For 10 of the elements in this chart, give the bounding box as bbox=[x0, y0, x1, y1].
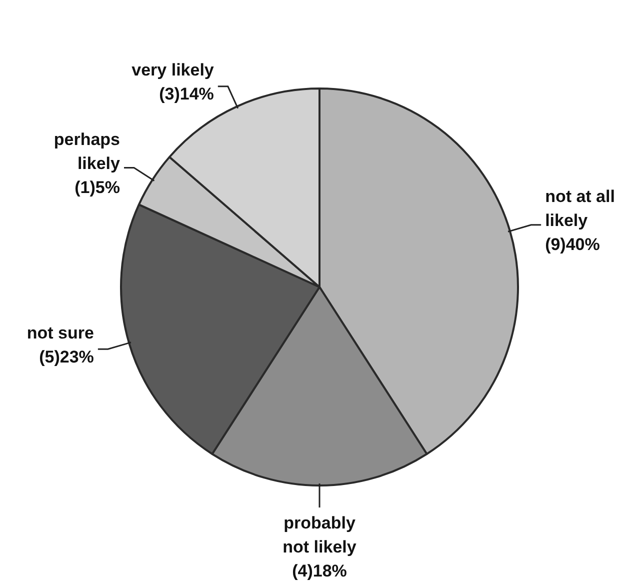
data-label: (1)5% bbox=[74, 178, 120, 197]
slice-label: not at all likely bbox=[545, 187, 615, 230]
slice-label: very likely bbox=[132, 60, 214, 80]
data-label: (3)14% bbox=[159, 84, 214, 104]
slice-label: perhaps likely bbox=[54, 130, 121, 173]
data-label: (5)23% bbox=[39, 347, 94, 366]
slice-label: probably not likely bbox=[282, 514, 357, 557]
data-label: (9)40% bbox=[545, 235, 600, 254]
data-label: (4)18% bbox=[292, 562, 347, 581]
slice-label: not sure bbox=[26, 323, 94, 342]
